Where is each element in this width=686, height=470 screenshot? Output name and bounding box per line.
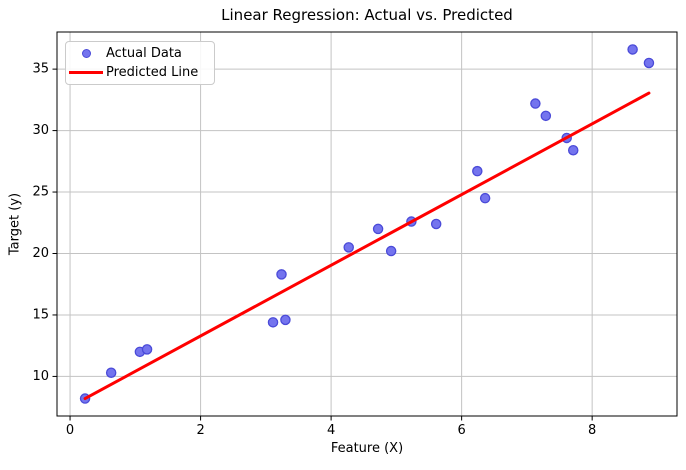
grid-layer [57,32,677,416]
x-axis-label: Feature (X) [330,441,404,456]
axes-layer: 0 2 4 6 8 10 15 20 25 30 35 [32,31,678,438]
scatter-point [141,344,153,355]
plot-border [56,31,678,417]
x-tick-label: 2 [196,423,204,438]
scatter-point [530,98,541,109]
line-marker-icon [66,71,106,74]
scatter-point [567,144,579,156]
scatter-point [372,223,384,235]
scatter-point [343,242,354,253]
y-tick-label: 30 [32,123,49,138]
scatter-point [479,192,491,204]
scatter-point [280,314,291,326]
red-line-icon [69,71,103,74]
y-tick-label: 25 [32,185,49,200]
y-axis-label: Target (y) [7,192,23,256]
legend-label: Predicted Line [106,65,199,80]
legend-item-predicted-line: Predicted Line [66,63,214,82]
regression-line [83,91,651,401]
scatter-point [627,44,638,55]
y-tick-label: 15 [32,307,49,322]
scatter-point [267,317,279,328]
scatter-point [643,57,655,69]
legend-item-actual-data: Actual Data [66,44,214,63]
x-tick-label: 0 [66,423,74,438]
x-tick-label: 6 [457,423,465,438]
scatter-point [276,269,287,280]
legend: Actual Data Predicted Line [65,41,215,85]
scatter-point [430,218,442,230]
scatter-point [540,110,552,122]
y-tick-label: 20 [32,246,49,261]
scatter-point [105,367,117,378]
scatter-point [385,245,397,257]
y-tick-label: 35 [32,62,49,77]
scatter-marker-icon [66,49,106,58]
legend-label: Actual Data [106,46,182,61]
y-tick-label: 10 [32,369,49,384]
data-layer [79,44,655,404]
chart-title: Linear Regression: Actual vs. Predicted [221,6,513,24]
x-tick-label: 4 [327,423,335,438]
scatter-point [472,165,483,177]
x-tick-label: 8 [588,423,596,438]
blue-dot-icon [81,49,91,58]
